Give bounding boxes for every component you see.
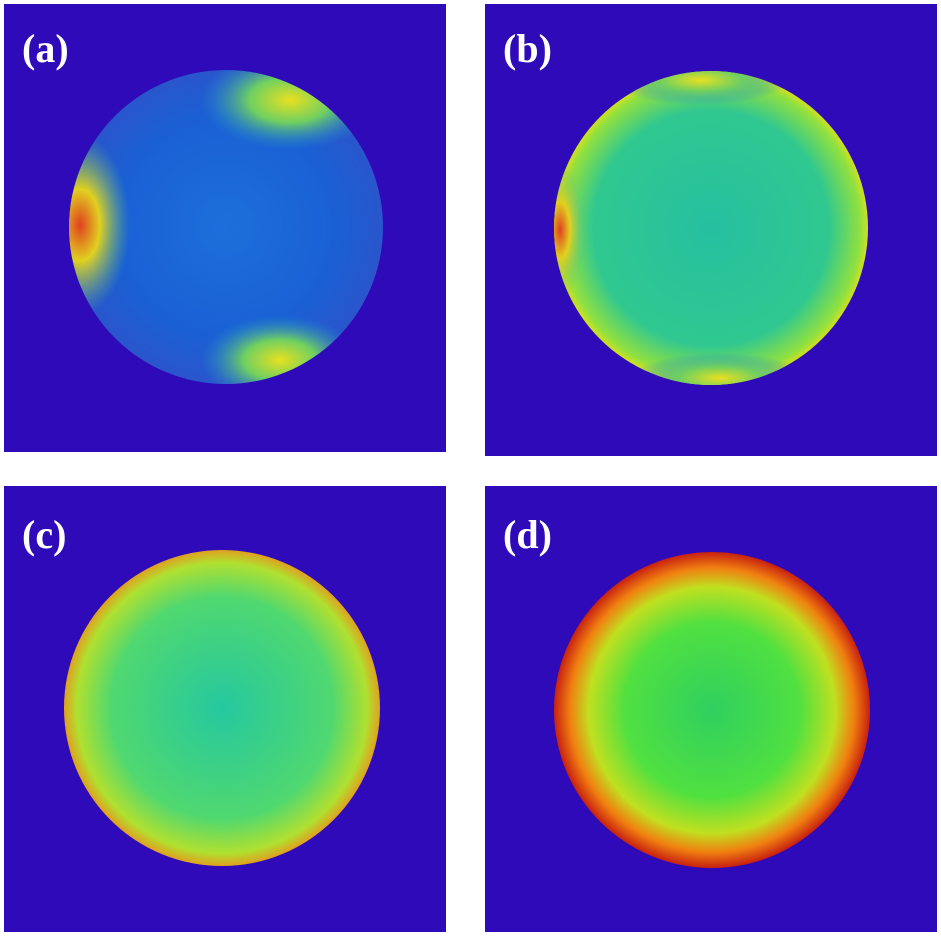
panel-d: (d) [485, 486, 937, 932]
hot-spot [554, 160, 585, 300]
panel-a: (a) [4, 4, 446, 452]
hot-spot [630, 353, 810, 385]
intensity-disc [64, 550, 380, 866]
hot-spot [610, 71, 790, 105]
panel-label: (b) [503, 26, 552, 71]
panel-label: (a) [22, 26, 69, 71]
panel-c: (c) [4, 486, 446, 932]
hot-spot [69, 135, 130, 315]
panel-label: (d) [503, 512, 552, 557]
intensity-disc [554, 552, 870, 868]
panel-label: (c) [22, 512, 66, 557]
intensity-disc [554, 71, 868, 385]
panel-b: (b) [485, 4, 937, 456]
